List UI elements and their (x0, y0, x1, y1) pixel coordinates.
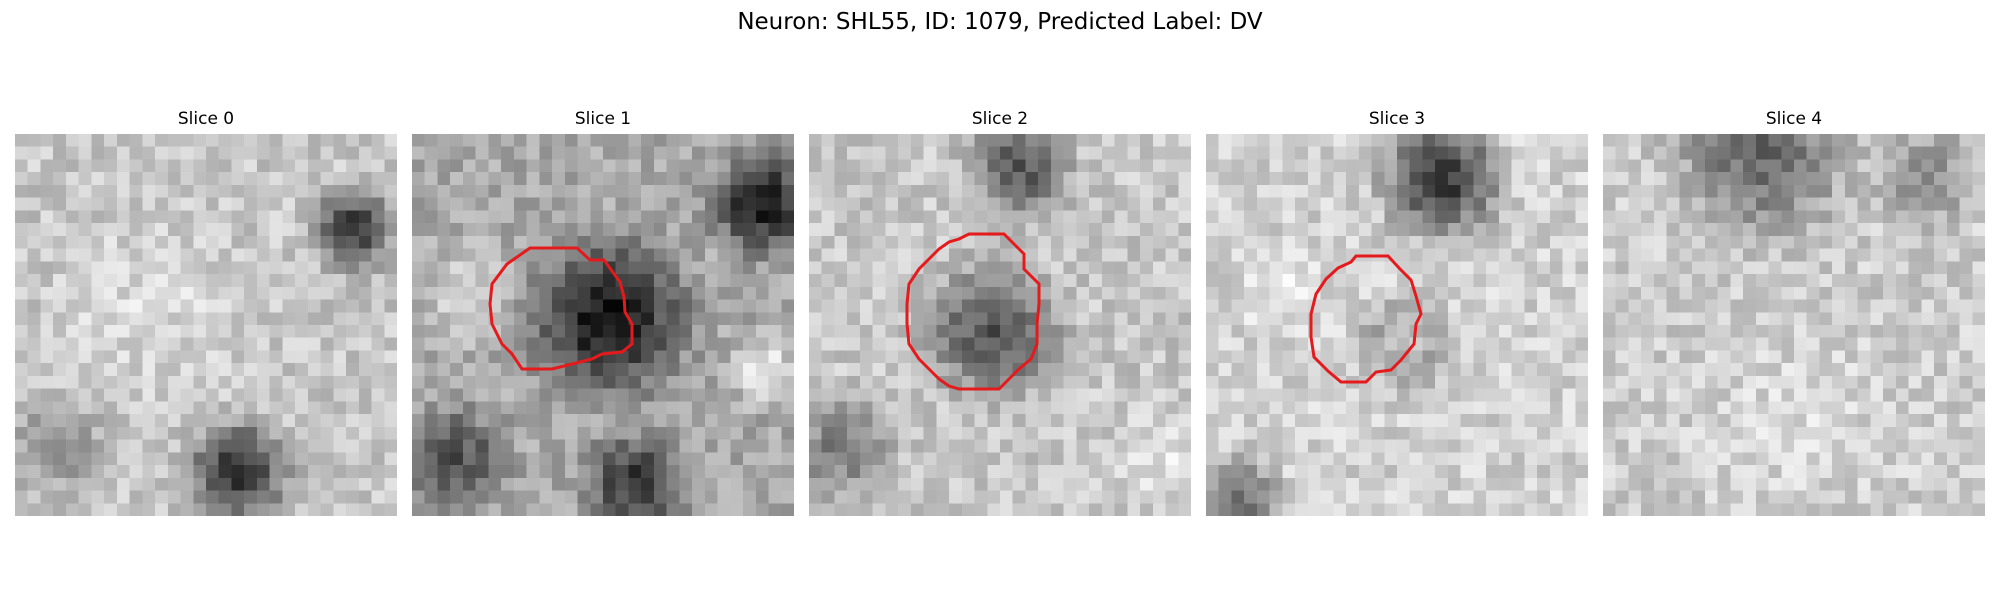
slice-image-3 (1206, 134, 1588, 516)
slice-title: Slice 4 (1765, 109, 1823, 129)
slice-title: Slice 1 (574, 109, 632, 129)
roi-contour (905, 232, 1041, 391)
slice-image-0 (15, 134, 397, 516)
slice-title: Slice 3 (1368, 109, 1426, 129)
slice-panel-2: Slice 2 (809, 108, 1191, 516)
grayscale-image (809, 134, 1191, 516)
slice-panel-0: Slice 0 (15, 108, 397, 516)
figure-title: Neuron: SHL55, ID: 1079, Predicted Label… (737, 9, 1263, 35)
grayscale-image (15, 134, 397, 516)
slice-panel-1: Slice 1 (412, 108, 794, 516)
slice-title: Slice 2 (971, 109, 1029, 129)
roi-contour (1309, 254, 1423, 384)
grayscale-image (412, 134, 794, 516)
slice-title: Slice 0 (177, 109, 235, 129)
grayscale-image (1603, 134, 1985, 516)
grayscale-image (1206, 134, 1588, 516)
slice-image-4 (1603, 134, 1985, 516)
roi-contour (488, 246, 634, 371)
slice-image-2 (809, 134, 1191, 516)
slice-image-1 (412, 134, 794, 516)
slice-panel-3: Slice 3 (1206, 108, 1588, 516)
slice-panel-4: Slice 4 (1603, 108, 1985, 516)
